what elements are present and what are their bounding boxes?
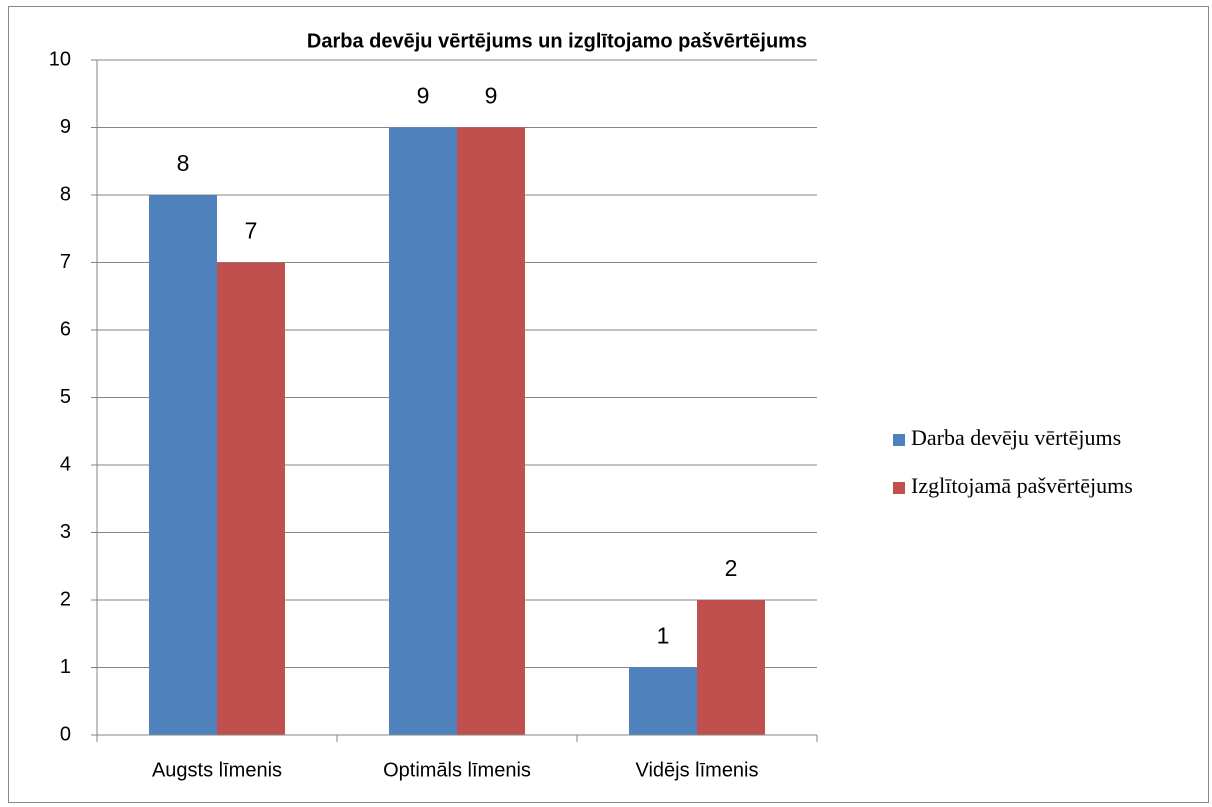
y-tick-label: 8 — [60, 183, 71, 205]
chart-title: Darba devēju vērtējums un izglītojamo pa… — [307, 30, 807, 52]
y-tick-label: 5 — [60, 386, 71, 408]
y-tick-label: 1 — [60, 656, 71, 678]
y-tick-label: 0 — [60, 723, 71, 745]
y-tick-label: 3 — [60, 521, 71, 543]
y-tick-label: 4 — [60, 453, 71, 475]
bar — [697, 600, 765, 735]
y-tick-label: 6 — [60, 318, 71, 340]
bar — [149, 195, 217, 735]
bar — [217, 262, 285, 735]
y-tick-label: 10 — [49, 48, 71, 70]
data-label: 2 — [725, 555, 738, 581]
legend-swatch — [893, 434, 905, 446]
data-label: 1 — [657, 623, 670, 649]
data-label: 7 — [245, 218, 258, 244]
data-label: 8 — [177, 150, 190, 176]
bar — [389, 127, 457, 735]
y-tick-label: 9 — [60, 116, 71, 138]
x-tick-label: Vidējs līmenis — [635, 759, 758, 781]
legend-label: Izglītojamā pašvērtējums — [911, 473, 1133, 498]
y-tick-label: 7 — [60, 251, 71, 273]
legend-label: Darba devēju vērtējums — [911, 425, 1121, 450]
data-label: 9 — [417, 83, 430, 109]
x-tick-label: Optimāls līmenis — [383, 759, 531, 781]
y-tick-label: 2 — [60, 588, 71, 610]
data-label: 9 — [485, 83, 498, 109]
legend-swatch — [893, 482, 905, 494]
bar — [457, 127, 525, 735]
x-tick-label: Augsts līmenis — [152, 759, 282, 781]
bar — [629, 667, 697, 735]
